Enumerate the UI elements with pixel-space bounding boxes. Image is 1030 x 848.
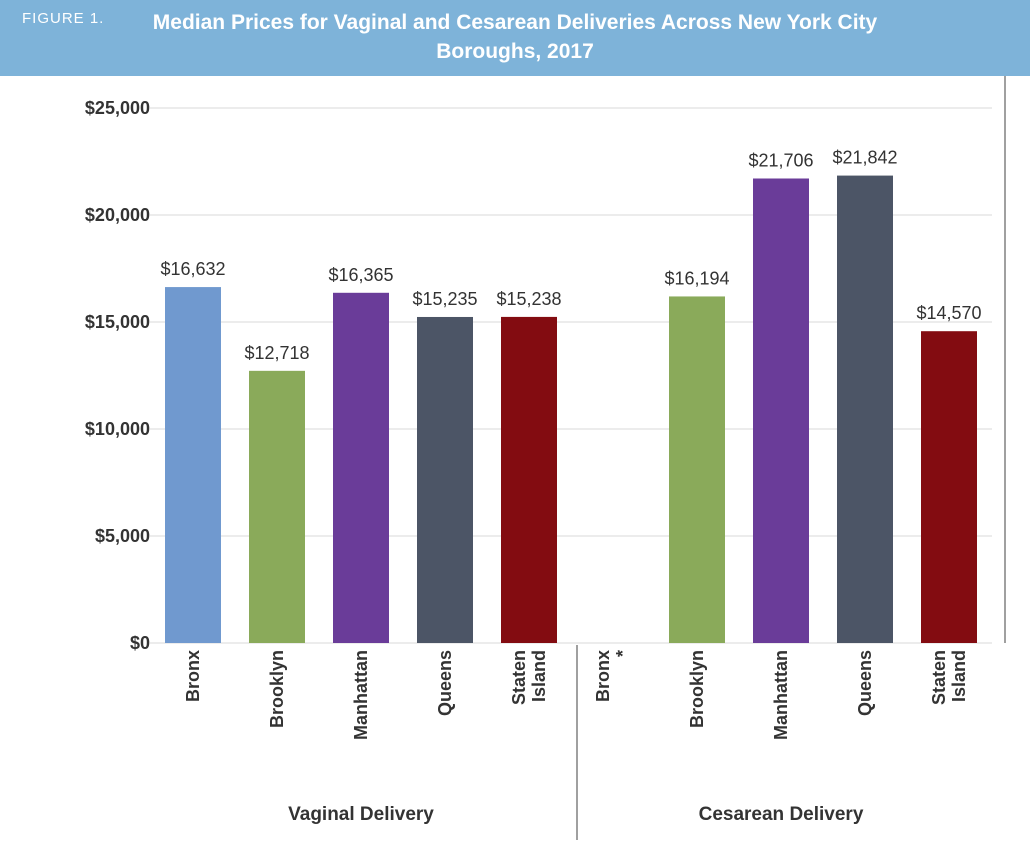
- x-tick-label: Brooklyn: [267, 650, 287, 728]
- data-label: $21,842: [832, 148, 897, 168]
- x-tick-label-line: Staten: [929, 650, 949, 705]
- group-labels: Vaginal Delivery Cesarean Delivery: [288, 804, 864, 825]
- y-tick-label: $0: [130, 633, 150, 653]
- x-tick-label-line: Staten: [509, 650, 529, 705]
- x-axis-labels: Bronx Brooklyn Manhattan Queens Staten Island…: [183, 650, 969, 740]
- y-tick-label: $10,000: [85, 419, 150, 439]
- data-label: $15,235: [412, 289, 477, 309]
- y-tick-label: $25,000: [85, 98, 150, 118]
- group-label: Cesarean Delivery: [699, 804, 864, 825]
- bars: [165, 175, 977, 644]
- data-label: $16,194: [664, 268, 729, 288]
- title-banner: FIGURE 1. Median Prices for Vaginal and …: [0, 0, 1030, 76]
- x-tick-label-line: Brooklyn: [267, 650, 287, 728]
- chart-title-line1: Median Prices for Vaginal and Cesarean D…: [152, 11, 878, 34]
- x-tick-label: Staten Island: [929, 650, 969, 705]
- y-tick-label: $15,000: [85, 312, 150, 332]
- chart-title-line2: Boroughs, 2017: [436, 40, 594, 63]
- figure-label: FIGURE 1.: [22, 10, 105, 27]
- x-tick-label-line: Brooklyn: [687, 650, 707, 728]
- x-tick-label-line: Queens: [855, 650, 875, 716]
- chart-title: Median Prices for Vaginal and Cesarean D…: [0, 8, 1030, 66]
- data-label: $12,718: [244, 343, 309, 363]
- bar: [501, 316, 557, 643]
- data-labels: $16,632 $12,718 $16,365 $15,235 $15,238 $16,1…: [160, 148, 981, 363]
- y-axis-ticks: $0 $5,000 $10,000 $15,000 $20,000 $25,000: [85, 98, 150, 653]
- x-tick-label: Staten Island: [509, 650, 549, 705]
- x-tick-label-line: Manhattan: [771, 650, 791, 740]
- bar: [921, 331, 977, 643]
- x-tick-label: Bronx: [183, 650, 203, 702]
- bar: [165, 287, 221, 643]
- bar: [249, 370, 305, 643]
- x-tick-label: Manhattan: [351, 650, 371, 740]
- x-tick-label: Bronx *: [593, 650, 633, 702]
- y-tick-label: $5,000: [95, 526, 150, 546]
- y-tick-label: $20,000: [85, 205, 150, 225]
- x-tick-label-line: Island: [529, 650, 549, 702]
- x-tick-label-line: Island: [949, 650, 969, 702]
- x-tick-label: Brooklyn: [687, 650, 707, 728]
- data-label: $14,570: [916, 303, 981, 323]
- x-tick-label-line: *: [613, 650, 633, 657]
- x-tick-label: Queens: [855, 650, 875, 716]
- x-tick-label-line: Bronx: [183, 650, 203, 702]
- group-label: Vaginal Delivery: [288, 804, 434, 825]
- x-tick-label-line: Manhattan: [351, 650, 371, 740]
- data-label: $21,706: [748, 150, 813, 170]
- data-label: $15,238: [496, 289, 561, 309]
- x-tick-label: Manhattan: [771, 650, 791, 740]
- bar: [837, 175, 893, 643]
- x-tick-label-line: Queens: [435, 650, 455, 716]
- bar: [753, 178, 809, 644]
- bar: [669, 296, 725, 643]
- x-tick-label-line: Bronx: [593, 650, 613, 702]
- data-label: $16,632: [160, 259, 225, 279]
- data-label: $16,365: [328, 265, 393, 285]
- x-tick-label: Queens: [435, 650, 455, 716]
- bar: [417, 316, 473, 643]
- bar: [333, 292, 389, 643]
